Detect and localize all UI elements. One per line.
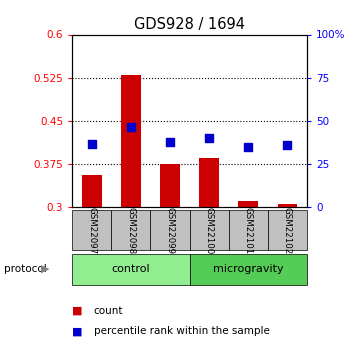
Point (167, 139, 173, 145)
Bar (278, 204, 297, 207)
Text: control: control (112, 264, 150, 274)
Point (245, 144, 251, 149)
Text: percentile rank within the sample: percentile rank within the sample (94, 326, 270, 336)
Text: count: count (94, 306, 123, 315)
Text: GSM22097: GSM22097 (87, 207, 96, 254)
Point (206, 135, 212, 141)
Point (128, 124, 134, 129)
Text: GSM22098: GSM22098 (126, 207, 135, 254)
Bar (121, 75, 141, 207)
Title: GDS928 / 1694: GDS928 / 1694 (134, 17, 245, 32)
Text: protocol: protocol (4, 264, 46, 274)
Text: ■: ■ (72, 306, 83, 315)
Point (89, 141, 95, 147)
Text: GSM22100: GSM22100 (205, 207, 214, 254)
Bar (82, 175, 101, 207)
Text: GSM22099: GSM22099 (165, 207, 174, 254)
Text: ■: ■ (72, 326, 83, 336)
Text: microgravity: microgravity (213, 264, 283, 274)
Bar (199, 158, 219, 207)
Point (284, 142, 290, 148)
Text: GSM22102: GSM22102 (283, 207, 292, 254)
Text: ▶: ▶ (41, 264, 49, 274)
Text: GSM22101: GSM22101 (244, 207, 253, 254)
Bar (238, 201, 258, 207)
Bar (160, 164, 180, 207)
